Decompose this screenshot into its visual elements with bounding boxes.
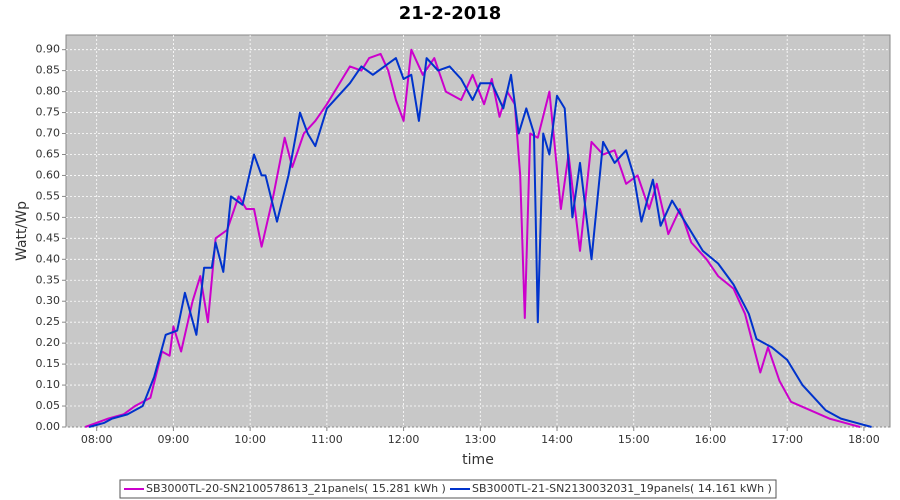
x-tick-label: 12:00 (388, 433, 420, 446)
x-tick-label: 17:00 (771, 433, 803, 446)
x-tick-label: 11:00 (311, 433, 343, 446)
x-tick-label: 16:00 (695, 433, 727, 446)
y-tick-label: 0.80 (36, 85, 61, 98)
y-tick-label: 0.65 (36, 147, 61, 160)
chart-title: 21-2-2018 (399, 3, 502, 24)
y-tick-label: 0.20 (36, 336, 61, 349)
y-tick-label: 0.90 (36, 43, 61, 56)
y-tick-label: 0.60 (36, 168, 61, 181)
x-tick-label: 14:00 (541, 433, 573, 446)
y-tick-label: 0.50 (36, 210, 61, 223)
x-tick-label: 18:00 (848, 433, 880, 446)
x-tick-label: 13:00 (464, 433, 496, 446)
y-tick-label: 0.75 (36, 106, 61, 119)
legend-label: SB3000TL-20-SN2100578613_21panels( 15.28… (146, 482, 446, 495)
y-tick-label: 0.45 (36, 231, 61, 244)
x-tick-label: 15:00 (618, 433, 650, 446)
y-tick-label: 0.15 (36, 357, 61, 370)
legend-label: SB3000TL-21-SN2130032031_19panels( 14.16… (472, 482, 772, 495)
y-tick-label: 0.85 (36, 64, 61, 77)
x-axis-label: time (462, 452, 494, 468)
x-tick-label: 09:00 (158, 433, 190, 446)
series-line (84, 48, 861, 428)
y-tick-label: 0.70 (36, 127, 61, 140)
y-tick-label: 0.00 (36, 420, 61, 433)
x-tick-label: 08:00 (81, 433, 113, 446)
plot-area (65, 34, 891, 428)
y-tick-label: 0.40 (36, 252, 61, 265)
x-tick-label: 10:00 (234, 433, 266, 446)
legend (119, 479, 777, 499)
y-tick-label: 0.05 (36, 399, 61, 412)
y-tick-label: 0.25 (36, 315, 61, 328)
series-line (88, 57, 872, 428)
y-tick-label: 0.35 (36, 273, 61, 286)
y-tick-label: 0.30 (36, 294, 61, 307)
y-tick-label: 0.55 (36, 189, 61, 202)
y-tick-label: 0.10 (36, 378, 61, 391)
y-axis-label: Watt/Wp (14, 201, 30, 261)
